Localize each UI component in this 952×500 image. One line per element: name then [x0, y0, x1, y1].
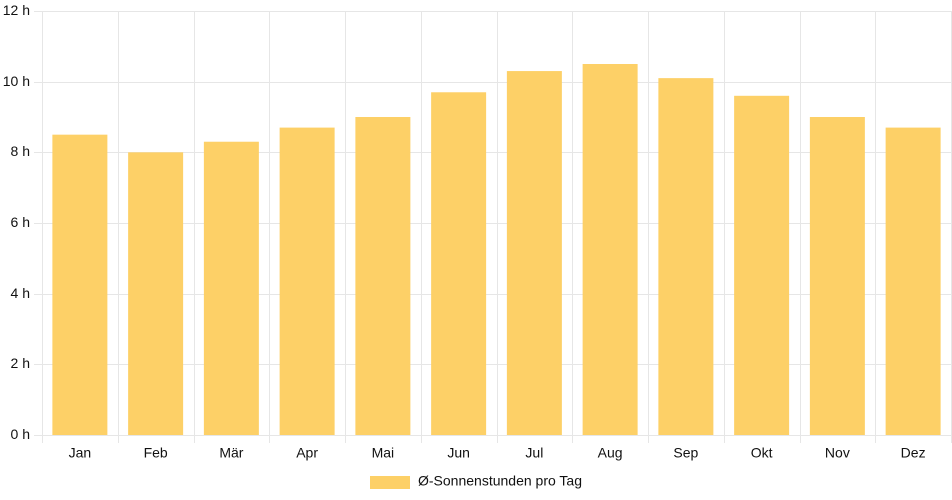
bar-apr[interactable]: [279, 127, 335, 435]
x-tick-label: Sep: [673, 445, 698, 461]
grid-lines: [34, 11, 952, 443]
x-tick-label: Jun: [447, 445, 470, 461]
bar-mär[interactable]: [203, 141, 259, 435]
x-tick-label: Jul: [525, 445, 543, 461]
legend[interactable]: Ø-Sonnenstunden pro Tag: [370, 473, 582, 489]
x-tick-label: Mär: [219, 445, 243, 461]
bar-feb[interactable]: [128, 152, 184, 436]
x-tick-label: Aug: [598, 445, 623, 461]
y-tick-label: 8 h: [11, 143, 30, 159]
x-tick-label: Dez: [901, 445, 926, 461]
bar-sep[interactable]: [658, 78, 714, 435]
x-tick-label: Feb: [144, 445, 168, 461]
y-tick-label: 2 h: [11, 355, 30, 371]
bar-jul[interactable]: [506, 71, 562, 436]
bar-aug[interactable]: [582, 64, 638, 435]
y-tick-label: 0 h: [11, 426, 30, 442]
bar-jun[interactable]: [431, 92, 487, 436]
bar-nov[interactable]: [809, 117, 865, 435]
legend-label[interactable]: Ø-Sonnenstunden pro Tag: [418, 473, 582, 489]
x-tick-label: Nov: [825, 445, 850, 461]
x-tick-label: Mai: [372, 445, 395, 461]
x-tick-label: Jan: [69, 445, 92, 461]
legend-swatch[interactable]: [370, 476, 410, 489]
bar-jan[interactable]: [52, 134, 108, 435]
bar-mai[interactable]: [355, 117, 411, 435]
y-tick-label: 6 h: [11, 214, 30, 230]
bar-dez[interactable]: [885, 127, 941, 435]
y-axis-tick-labels: 0 h 2 h 4 h 6 h 8 h 10 h 12 h: [3, 2, 30, 442]
x-axis-tick-labels: Jan Feb Mär Apr Mai Jun Jul Aug Sep Okt Nov Dez: [69, 445, 926, 461]
y-tick-label: 4 h: [11, 285, 30, 301]
x-tick-label: Apr: [296, 445, 318, 461]
y-tick-label: 12 h: [3, 2, 30, 18]
bars: [52, 64, 941, 436]
y-tick-label: 10 h: [3, 73, 30, 89]
x-tick-label: Okt: [751, 445, 773, 461]
bar-okt[interactable]: [734, 95, 790, 436]
